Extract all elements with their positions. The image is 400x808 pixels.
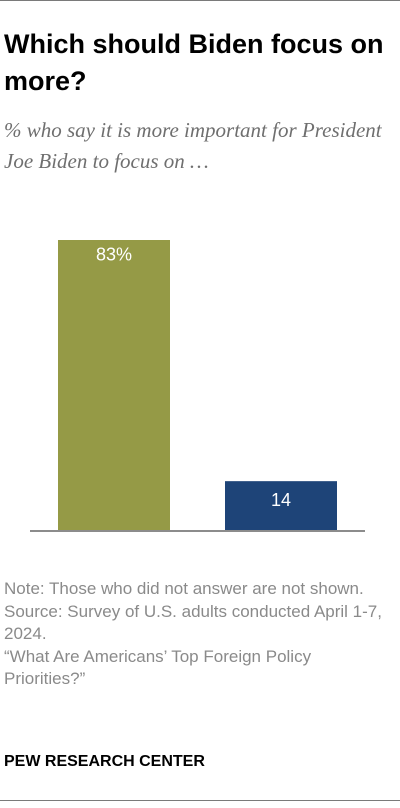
chart-subtitle: % who say it is more important for Presi… <box>4 118 382 173</box>
bar-foreign-policy <box>225 481 337 531</box>
bar-chart-svg: 83%Domestic policy14Foreign policy <box>30 240 365 532</box>
chart-title: Which should Biden focus on more? <box>4 29 384 96</box>
bar-chart: 83%Domestic policy14Foreign policy <box>0 240 400 540</box>
report-title: “What Are Americans’ Top Foreign Policy … <box>4 646 312 689</box>
bottom-rule <box>0 800 400 801</box>
bar-domestic-policy <box>58 240 170 531</box>
source-text: Source: Survey of U.S. adults conducted … <box>4 601 382 644</box>
note-text: Note: Those who did not answer are not s… <box>4 579 364 598</box>
top-rule <box>0 0 400 1</box>
data-label-domestic-policy: 83% <box>96 245 132 265</box>
notes: Note: Those who did not answer are not s… <box>4 578 396 691</box>
brand-logo-text: PEW RESEARCH CENTER <box>4 753 205 770</box>
data-label-foreign-policy: 14 <box>271 490 291 510</box>
